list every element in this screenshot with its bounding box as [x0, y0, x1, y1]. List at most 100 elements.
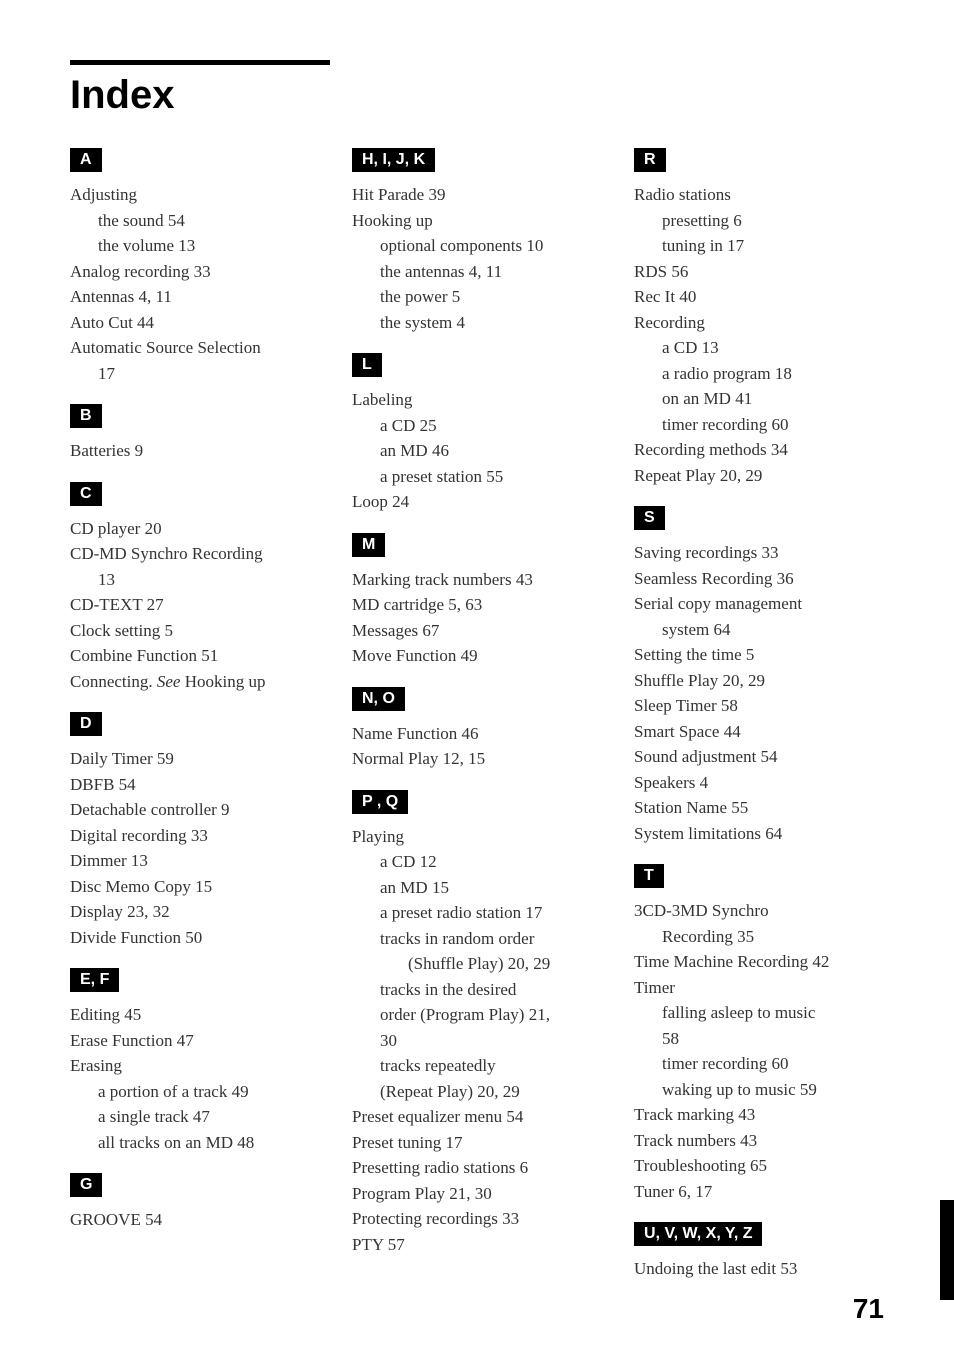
index-entry: Messages 67	[352, 618, 602, 644]
index-entry: Track marking 43	[634, 1102, 884, 1128]
index-entry: Clock setting 5	[70, 618, 320, 644]
index-entry: Speakers 4	[634, 770, 884, 796]
index-entry: Program Play 21, 30	[352, 1181, 602, 1207]
index-entry: Time Machine Recording 42	[634, 949, 884, 975]
index-entry: a preset radio station 17	[352, 900, 602, 926]
index-entry: a single track 47	[70, 1104, 320, 1130]
section-label: R	[634, 148, 666, 172]
index-entry: Automatic Source Selection	[70, 335, 320, 361]
index-entry: Radio stations	[634, 182, 884, 208]
side-tab	[940, 60, 954, 1300]
section-label: D	[70, 712, 102, 736]
index-entry: Antennas 4, 11	[70, 284, 320, 310]
index-entry: Editing 45	[70, 1002, 320, 1028]
index-entry: Timer	[634, 975, 884, 1001]
index-entry: PTY 57	[352, 1232, 602, 1258]
index-entry: (Shuffle Play) 20, 29	[352, 951, 602, 977]
index-entry: all tracks on an MD 48	[70, 1130, 320, 1156]
index-entry: Detachable controller 9	[70, 797, 320, 823]
index-entry: tracks in the desired	[352, 977, 602, 1003]
index-entry: Recording	[634, 310, 884, 336]
section-label: A	[70, 148, 102, 172]
index-entry: an MD 15	[352, 875, 602, 901]
index-entry: Adjusting	[70, 182, 320, 208]
index-entry: Smart Space 44	[634, 719, 884, 745]
index-entry: 30	[352, 1028, 602, 1054]
index-entry: Recording methods 34	[634, 437, 884, 463]
index-columns: AAdjustingthe sound 54the volume 13Analo…	[70, 148, 884, 1282]
index-entry: Protecting recordings 33	[352, 1206, 602, 1232]
index-entry: Divide Function 50	[70, 925, 320, 951]
index-entry: Playing	[352, 824, 602, 850]
index-entry: CD player 20	[70, 516, 320, 542]
index-entry: Hit Parade 39	[352, 182, 602, 208]
index-entry: 58	[634, 1026, 884, 1052]
section-label: N, O	[352, 687, 405, 711]
section-label: U, V, W, X, Y, Z	[634, 1222, 762, 1246]
index-entry: Digital recording 33	[70, 823, 320, 849]
title-bar	[70, 60, 330, 65]
index-entry: the volume 13	[70, 233, 320, 259]
index-entry: Undoing the last edit 53	[634, 1256, 884, 1282]
index-entry: timer recording 60	[634, 412, 884, 438]
index-entry: Track numbers 43	[634, 1128, 884, 1154]
index-entry: Name Function 46	[352, 721, 602, 747]
index-entry: GROOVE 54	[70, 1207, 320, 1233]
index-entry: order (Program Play) 21,	[352, 1002, 602, 1028]
index-entry: Preset tuning 17	[352, 1130, 602, 1156]
index-entry: Repeat Play 20, 29	[634, 463, 884, 489]
index-entry: the antennas 4, 11	[352, 259, 602, 285]
index-entry: Tuner 6, 17	[634, 1179, 884, 1205]
section-label: M	[352, 533, 385, 557]
index-entry: a CD 12	[352, 849, 602, 875]
index-entry: on an MD 41	[634, 386, 884, 412]
column-3: RRadio stationspresetting 6tuning in 17R…	[634, 148, 884, 1282]
index-entry: Serial copy management	[634, 591, 884, 617]
index-entry: Preset equalizer menu 54	[352, 1104, 602, 1130]
index-entry: Station Name 55	[634, 795, 884, 821]
index-entry: Saving recordings 33	[634, 540, 884, 566]
index-entry: Recording 35	[634, 924, 884, 950]
index-entry: 3CD-3MD Synchro	[634, 898, 884, 924]
section-label: H, I, J, K	[352, 148, 435, 172]
index-entry: a portion of a track 49	[70, 1079, 320, 1105]
index-entry: RDS 56	[634, 259, 884, 285]
section-label: G	[70, 1173, 102, 1197]
section-label: C	[70, 482, 102, 506]
index-entry: System limitations 64	[634, 821, 884, 847]
index-entry: Sleep Timer 58	[634, 693, 884, 719]
section-label: P , Q	[352, 790, 408, 814]
index-entry: CD-MD Synchro Recording	[70, 541, 320, 567]
index-entry: Troubleshooting 65	[634, 1153, 884, 1179]
index-entry: a preset station 55	[352, 464, 602, 490]
index-entry: falling asleep to music	[634, 1000, 884, 1026]
index-entry: Move Function 49	[352, 643, 602, 669]
index-entry: a CD 25	[352, 413, 602, 439]
index-entry: Loop 24	[352, 489, 602, 515]
section-label: T	[634, 864, 664, 888]
index-entry: presetting 6	[634, 208, 884, 234]
index-entry: Marking track numbers 43	[352, 567, 602, 593]
index-entry: Hooking up	[352, 208, 602, 234]
index-entry: system 64	[634, 617, 884, 643]
index-entry: a CD 13	[634, 335, 884, 361]
index-entry: the power 5	[352, 284, 602, 310]
index-entry: an MD 46	[352, 438, 602, 464]
index-entry: MD cartridge 5, 63	[352, 592, 602, 618]
section-label: L	[352, 353, 382, 377]
index-entry: Analog recording 33	[70, 259, 320, 285]
index-title: Index	[70, 73, 884, 118]
index-entry: the system 4	[352, 310, 602, 336]
index-entry: Combine Function 51	[70, 643, 320, 669]
side-tab-marker	[940, 1200, 954, 1300]
index-entry: waking up to music 59	[634, 1077, 884, 1103]
index-entry: Auto Cut 44	[70, 310, 320, 336]
index-entry: 17	[70, 361, 320, 387]
index-entry: Connecting. See Hooking up	[70, 669, 320, 695]
index-entry: 13	[70, 567, 320, 593]
index-entry: tracks in random order	[352, 926, 602, 952]
index-entry: tuning in 17	[634, 233, 884, 259]
index-entry: Rec It 40	[634, 284, 884, 310]
index-entry: (Repeat Play) 20, 29	[352, 1079, 602, 1105]
index-entry: CD-TEXT 27	[70, 592, 320, 618]
